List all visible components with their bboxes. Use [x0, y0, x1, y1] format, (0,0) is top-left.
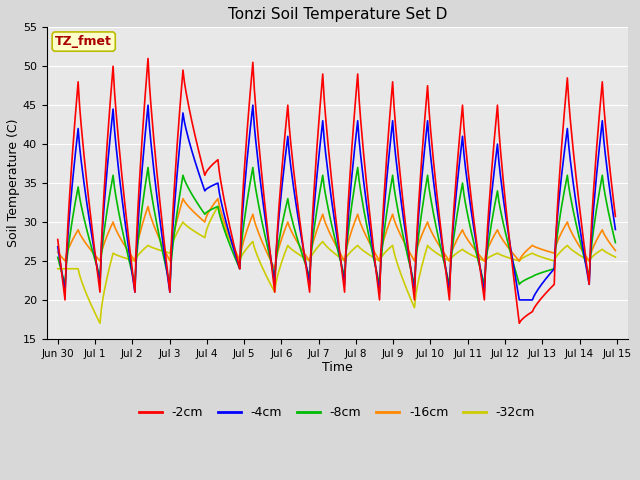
Text: TZ_fmet: TZ_fmet	[55, 35, 112, 48]
Title: Tonzi Soil Temperature Set D: Tonzi Soil Temperature Set D	[228, 7, 447, 22]
Legend: -2cm, -4cm, -8cm, -16cm, -32cm: -2cm, -4cm, -8cm, -16cm, -32cm	[134, 401, 540, 424]
X-axis label: Time: Time	[322, 361, 353, 374]
Y-axis label: Soil Temperature (C): Soil Temperature (C)	[7, 119, 20, 247]
